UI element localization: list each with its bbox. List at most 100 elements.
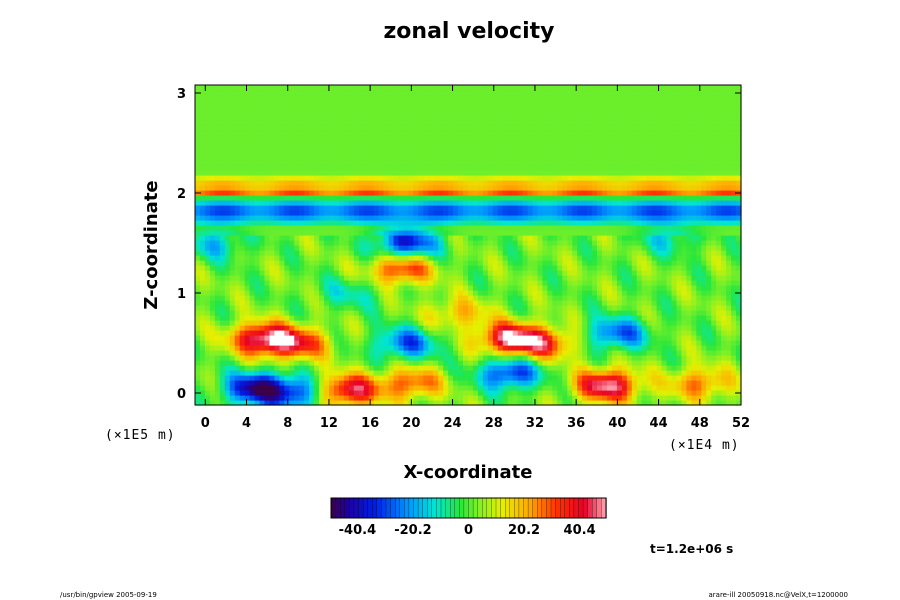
heatmap-cell (274, 385, 280, 391)
heatmap-cell (249, 170, 256, 176)
heatmap-cell (368, 390, 375, 396)
heatmap-cell (393, 280, 400, 286)
heatmap-cell (453, 215, 459, 221)
heatmap-cell (279, 325, 285, 331)
heatmap-cell (463, 225, 469, 231)
heatmap-cell (393, 145, 400, 151)
heatmap-cell (572, 330, 578, 336)
heatmap-cell (254, 120, 261, 126)
heatmap-cell (229, 390, 236, 396)
heatmap-cell (438, 365, 444, 371)
heatmap-cell (398, 200, 405, 206)
heatmap-cell (324, 350, 330, 356)
heatmap-cell (343, 105, 350, 111)
heatmap-cell (224, 195, 231, 201)
heatmap-cell (542, 170, 549, 176)
heatmap-cell (289, 170, 295, 176)
heatmap-cell (468, 335, 474, 341)
heatmap-cell (398, 375, 405, 381)
heatmap-cell (204, 325, 211, 331)
heatmap-cell (448, 165, 454, 171)
heatmap-cell (309, 305, 315, 311)
heatmap-cell (527, 160, 534, 166)
heatmap-cell (319, 295, 325, 301)
heatmap-cell (214, 265, 221, 271)
heatmap-cell (284, 235, 290, 241)
heatmap-cell (294, 385, 300, 391)
heatmap-cell (274, 135, 280, 141)
heatmap-cell (209, 260, 216, 266)
heatmap-cell (219, 365, 226, 371)
heatmap-cell (358, 180, 365, 186)
heatmap-cell (239, 285, 246, 291)
heatmap-cell (378, 135, 385, 141)
heatmap-cell (264, 345, 271, 351)
heatmap-cell (532, 255, 539, 261)
heatmap-cell (463, 215, 469, 221)
heatmap-cell (532, 205, 539, 211)
heatmap-cell (209, 205, 216, 211)
heatmap-cell (214, 160, 221, 166)
heatmap-cell (224, 320, 231, 326)
heatmap-cell (309, 200, 315, 206)
heatmap-cell (333, 250, 340, 256)
heatmap-cell (438, 290, 444, 296)
heatmap-cell (304, 275, 310, 281)
heatmap-cell (324, 260, 330, 266)
heatmap-cell (294, 150, 300, 156)
heatmap-cell (408, 230, 414, 236)
heatmap-cell (264, 395, 271, 401)
heatmap-cell (343, 235, 350, 241)
heatmap-cell (532, 360, 539, 366)
heatmap-cell (557, 320, 563, 326)
heatmap-cell (219, 85, 226, 91)
heatmap-cell (348, 215, 355, 221)
heatmap-cell (199, 285, 206, 291)
heatmap-cell (472, 245, 479, 251)
heatmap-cell (413, 245, 419, 251)
heatmap-cell (259, 375, 266, 381)
heatmap-cell (438, 380, 444, 386)
heatmap-cell (239, 370, 246, 376)
heatmap-cell (443, 145, 449, 151)
heatmap-cell (413, 290, 419, 296)
heatmap-cell (259, 155, 266, 161)
heatmap-cell (428, 285, 434, 291)
heatmap-cell (329, 110, 335, 116)
heatmap-cell (497, 130, 504, 136)
heatmap-cell (343, 290, 350, 296)
heatmap-cell (477, 370, 484, 376)
heatmap-cell (532, 90, 539, 96)
heatmap-cell (562, 165, 568, 171)
heatmap-cell (463, 115, 469, 121)
heatmap-cell (468, 245, 474, 251)
heatmap-cell (458, 335, 464, 341)
heatmap-cell (319, 380, 325, 386)
heatmap-cell (204, 115, 211, 121)
heatmap-cell (393, 370, 400, 376)
heatmap-cell (393, 270, 400, 276)
heatmap-cell (269, 115, 276, 121)
heatmap-cell (453, 250, 459, 256)
heatmap-cell (453, 375, 459, 381)
heatmap-cell (244, 285, 251, 291)
heatmap-cell (522, 320, 529, 326)
heatmap-cell (219, 105, 226, 111)
heatmap-cell (512, 170, 519, 176)
heatmap-cell (264, 165, 271, 171)
heatmap-cell (403, 385, 410, 391)
heatmap-cell (279, 160, 285, 166)
heatmap-cell (512, 315, 519, 321)
heatmap-cell (314, 330, 320, 336)
heatmap-cell (567, 350, 573, 356)
heatmap-cell (319, 265, 325, 271)
heatmap-cell (487, 290, 494, 296)
heatmap-cell (264, 340, 271, 346)
heatmap-cell (472, 105, 479, 111)
heatmap-cell (219, 270, 226, 276)
heatmap-cell (438, 175, 444, 181)
heatmap-cell (398, 90, 405, 96)
heatmap-cell (373, 270, 380, 276)
heatmap-cell (199, 135, 206, 141)
heatmap-cell (403, 300, 410, 306)
